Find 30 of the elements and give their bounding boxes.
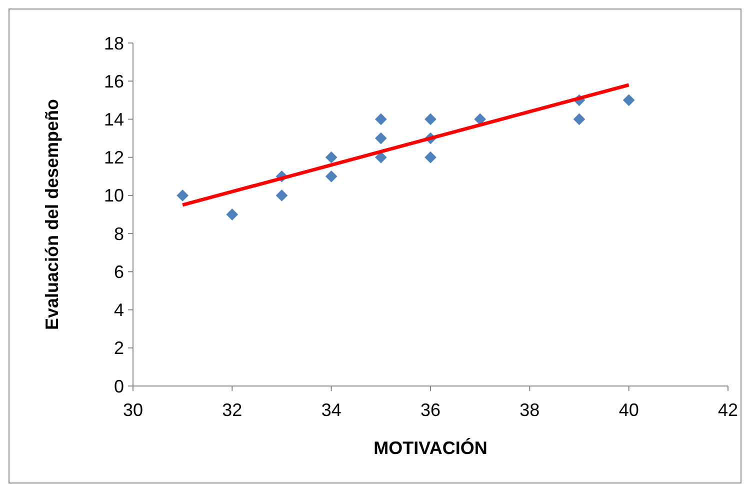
y-tick-label: 18	[104, 33, 124, 54]
y-axis-title: Evaluación del desempeño	[42, 98, 62, 330]
x-tick-label: 36	[420, 400, 441, 420]
x-tick-label: 34	[321, 400, 342, 420]
y-tick-label: 4	[114, 300, 124, 320]
y-tick-label: 16	[104, 71, 124, 92]
y-tick-label: 12	[104, 148, 124, 168]
point	[573, 113, 586, 126]
point	[424, 113, 436, 126]
point	[226, 208, 238, 220]
point	[176, 190, 189, 202]
point	[424, 151, 436, 164]
y-tick-label: 8	[114, 224, 124, 244]
x-tick-label: 40	[618, 400, 639, 420]
y-tick-label: 6	[114, 262, 124, 282]
x-tick-label: 32	[222, 400, 242, 420]
y-tick-label: 14	[104, 110, 124, 130]
point	[622, 94, 635, 106]
y-tick-label: 10	[104, 186, 124, 206]
x-axis-title: MOTIVACIÓN	[374, 438, 488, 458]
point	[325, 170, 338, 182]
point	[325, 151, 338, 164]
x-tick-label: 30	[122, 400, 144, 420]
y-tick-label: 2	[114, 338, 124, 358]
point	[374, 132, 387, 144]
y-tick-label: 0	[114, 376, 124, 396]
point	[276, 190, 288, 202]
x-tick-label: 38	[520, 400, 540, 420]
point	[374, 113, 387, 126]
x-tick-label: 42	[718, 400, 738, 420]
